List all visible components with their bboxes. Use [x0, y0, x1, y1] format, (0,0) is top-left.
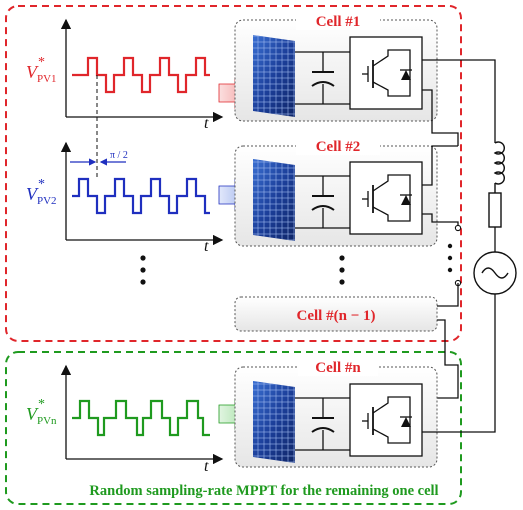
t-axis-label-2: t [204, 238, 209, 255]
row-n: t VPVn * Cell #n [26, 294, 496, 475]
v-pvn-label: VPVn [26, 404, 57, 427]
inductor [493, 141, 505, 193]
h-bridge-1 [349, 36, 423, 110]
v-pv2-label: VPV2 [26, 184, 57, 207]
solar-panel-1 [253, 35, 295, 117]
waveform-pvn [72, 399, 210, 437]
row-2: t π / 2 VPV2 * Cell #2 [26, 137, 459, 255]
phase-shift-label: π / 2 [110, 150, 128, 161]
wire-cell2-top [422, 145, 458, 186]
t-axis-label-1: t [204, 115, 209, 132]
wire-cell1-top [422, 59, 496, 143]
waveform-pv2 [72, 177, 210, 215]
v-pv2-star: * [38, 177, 45, 192]
v-pv1-star: * [38, 55, 45, 70]
cell-2-title: Cell #2 [316, 139, 361, 155]
v-pv1-label: VPV1 [26, 62, 57, 85]
v-pvn-star: * [38, 397, 45, 412]
capacitor-1 [295, 51, 350, 105]
resistor [488, 192, 502, 228]
cell-n-minus-1-box [234, 296, 438, 332]
wire-cell1-bottom [422, 89, 459, 146]
wire-celln-bottom [422, 294, 496, 433]
green-group-box [5, 351, 462, 505]
solar-panel-n [253, 381, 295, 463]
terminals [454, 224, 462, 287]
ellipsis-dots [140, 243, 453, 285]
wire-cell2-bottom [422, 213, 459, 228]
red-group-box [5, 5, 462, 342]
waveform-pv1 [72, 56, 210, 94]
t-axis-label-n: t [204, 458, 209, 475]
cell-n-title: Cell #n [315, 360, 361, 376]
capacitor-2 [295, 175, 350, 229]
cell-n-minus-1: Cell #(n − 1) [234, 283, 459, 399]
solar-panel-2 [253, 159, 295, 241]
cell-1-title: Cell #1 [316, 14, 361, 30]
row-1: t VPV1 * Cell #1 [26, 12, 496, 146]
ac-source [473, 251, 517, 295]
h-bridge-2 [349, 161, 423, 235]
caption: Random sampling-rate MPPT for the remain… [89, 483, 438, 499]
h-bridge-n [349, 383, 423, 457]
cell-n-minus-1-title: Cell #(n − 1) [297, 308, 376, 324]
capacitor-n [295, 397, 350, 451]
